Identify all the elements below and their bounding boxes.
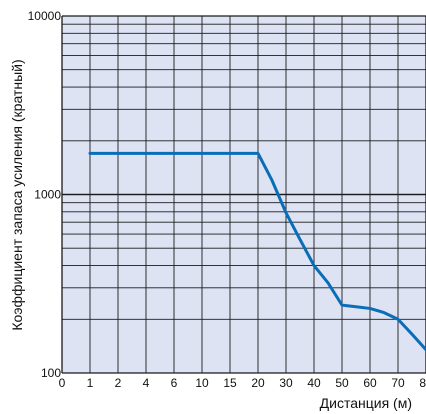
x-tick-label: 4 [143, 376, 150, 390]
y-tick-label: 10000 [28, 9, 62, 23]
x-tick-label: 6 [171, 376, 178, 390]
y-axis-label: Коэффициент запаса усиления (кратный) [9, 59, 25, 330]
x-axis-label: Дистанция (м) [320, 395, 412, 411]
grid [61, 15, 426, 374]
x-tick-label: 70 [391, 376, 405, 390]
series-line [88, 151, 426, 352]
x-tick-label: 15 [223, 376, 237, 390]
x-tick-label: 2 [115, 376, 122, 390]
x-tick-label: 10 [195, 376, 209, 390]
y-tick-label: 100 [41, 366, 61, 380]
series-layer [88, 151, 426, 352]
x-tick-label: 0 [59, 376, 66, 390]
x-tick-label: 20 [251, 376, 265, 390]
x-tick-label: 60 [363, 376, 377, 390]
x-tick-label: 40 [307, 376, 321, 390]
x-tick-label: 50 [335, 376, 349, 390]
y-tick-label: 1000 [34, 188, 61, 202]
ticks: 0 1 2 4 6 10 15 20 30 40 50 60 70 80 100 1000 10000 [28, 9, 426, 390]
x-tick-label: 1 [87, 376, 94, 390]
x-tick-label: 80 [419, 376, 426, 390]
x-tick-label: 30 [279, 376, 293, 390]
